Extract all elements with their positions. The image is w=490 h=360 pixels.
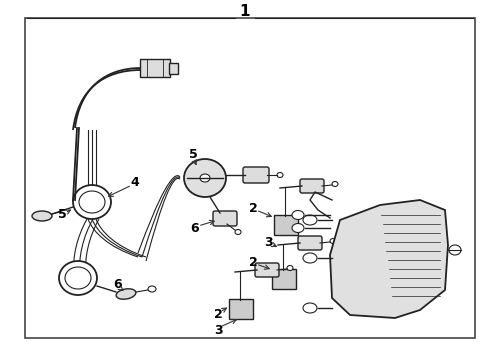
Text: 2: 2 bbox=[248, 256, 257, 269]
Polygon shape bbox=[330, 200, 448, 318]
Ellipse shape bbox=[449, 245, 461, 255]
Ellipse shape bbox=[303, 253, 317, 263]
Ellipse shape bbox=[332, 181, 338, 186]
Ellipse shape bbox=[292, 211, 304, 220]
Bar bbox=[25, 18, 475, 338]
Text: 6: 6 bbox=[191, 221, 199, 234]
Text: 4: 4 bbox=[131, 175, 139, 189]
FancyBboxPatch shape bbox=[298, 236, 322, 250]
FancyBboxPatch shape bbox=[274, 215, 298, 235]
Text: 1: 1 bbox=[240, 4, 250, 19]
Text: 3: 3 bbox=[264, 235, 272, 248]
Text: 5: 5 bbox=[58, 208, 66, 221]
FancyBboxPatch shape bbox=[213, 211, 237, 226]
Ellipse shape bbox=[235, 230, 241, 234]
Text: 2: 2 bbox=[248, 202, 257, 215]
FancyBboxPatch shape bbox=[272, 269, 296, 289]
Ellipse shape bbox=[59, 261, 97, 295]
FancyBboxPatch shape bbox=[243, 167, 269, 183]
FancyBboxPatch shape bbox=[255, 263, 279, 277]
Ellipse shape bbox=[330, 238, 336, 243]
Ellipse shape bbox=[73, 185, 111, 219]
Ellipse shape bbox=[292, 224, 304, 233]
Text: 6: 6 bbox=[114, 279, 122, 292]
Ellipse shape bbox=[32, 211, 52, 221]
Ellipse shape bbox=[277, 172, 283, 177]
Ellipse shape bbox=[287, 266, 293, 270]
FancyBboxPatch shape bbox=[300, 179, 324, 193]
Ellipse shape bbox=[303, 303, 317, 313]
Ellipse shape bbox=[200, 174, 210, 182]
Ellipse shape bbox=[148, 286, 156, 292]
FancyBboxPatch shape bbox=[169, 63, 177, 73]
Ellipse shape bbox=[65, 267, 91, 289]
Ellipse shape bbox=[116, 289, 136, 299]
FancyBboxPatch shape bbox=[140, 59, 170, 77]
Ellipse shape bbox=[303, 215, 317, 225]
FancyBboxPatch shape bbox=[229, 299, 253, 319]
Text: 2: 2 bbox=[214, 309, 222, 321]
Text: 5: 5 bbox=[189, 148, 197, 162]
Ellipse shape bbox=[184, 159, 226, 197]
Ellipse shape bbox=[79, 191, 105, 213]
Text: 3: 3 bbox=[214, 324, 222, 337]
